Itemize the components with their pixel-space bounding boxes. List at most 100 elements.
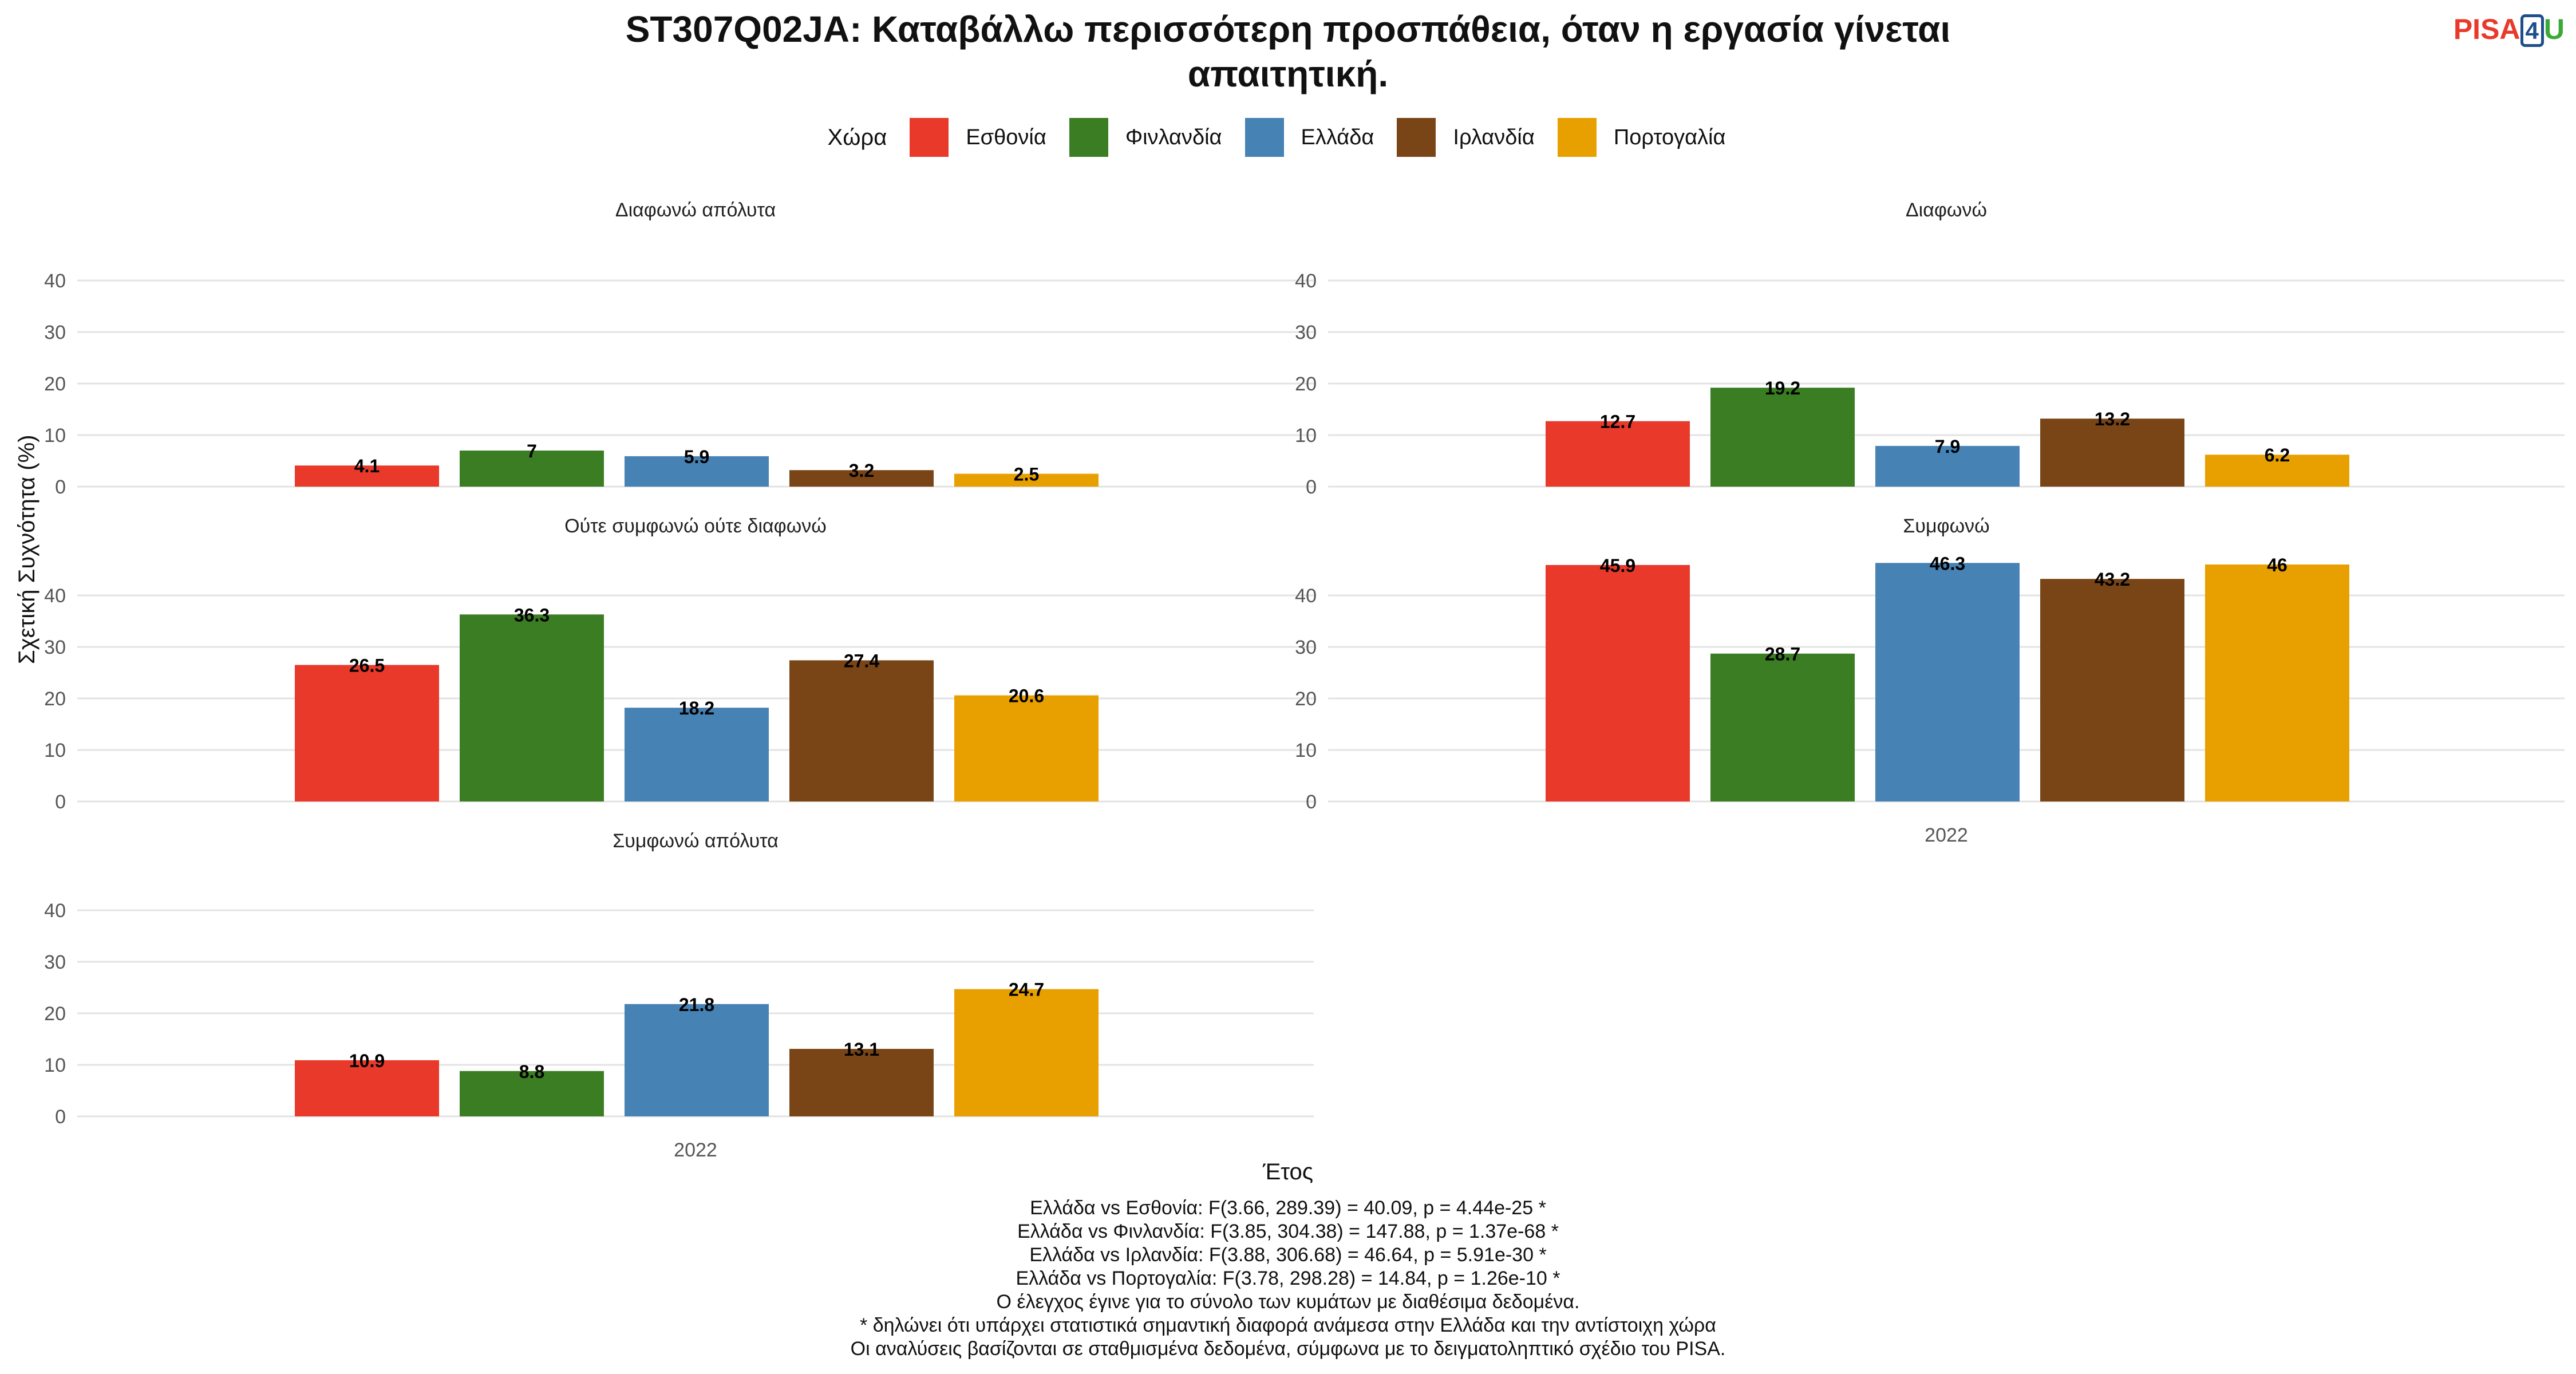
data-label: 24.7 [1009,980,1044,1000]
y-tick-label: 0 [55,476,66,498]
y-tick-label: 0 [55,1106,66,1128]
y-tick-label: 20 [1295,373,1317,395]
bar [460,1071,604,1116]
legend-item-finland: Φινλανδία [1069,118,1222,157]
legend-swatch-estonia [910,118,949,157]
y-tick-label: 40 [1295,270,1317,292]
data-label: 26.5 [349,656,385,676]
bar [2205,564,2349,802]
y-tick-label: 20 [44,373,66,395]
x-tick-label: 2022 [1925,824,1968,846]
bar [295,1060,439,1116]
legend-label-ireland: Ιρλανδία [1453,125,1535,149]
data-label: 43.2 [2095,569,2130,590]
data-label: 12.7 [1600,412,1635,432]
legend-item-greece: Ελλάδα [1244,118,1374,157]
y-tick-label: 40 [44,585,66,607]
legend-label-greece: Ελλάδα [1301,125,1374,149]
legend-title: Χώρα [827,124,887,150]
data-label: 5.9 [684,447,709,467]
note-line: Ελλάδα vs Πορτογαλία: F(3.78, 298.28) = … [1016,1268,1560,1289]
bar [1546,564,1690,802]
y-tick-label: 30 [44,951,66,973]
bar [625,708,769,802]
data-label: 4.1 [354,456,380,476]
bar [625,1004,769,1116]
data-label: 46 [2267,555,2287,575]
data-label: 3.2 [849,460,874,481]
data-label: 27.4 [844,650,879,671]
y-tick-label: 30 [1295,637,1317,658]
facet-title: Διαφωνώ απόλυτα [615,199,776,221]
y-tick-label: 30 [44,637,66,658]
bar [460,614,604,802]
x-tick-label: 2022 [674,1139,717,1161]
bar [789,1049,934,1116]
y-tick-label: 10 [44,740,66,761]
data-label: 10.9 [349,1051,385,1071]
bar [1875,563,2020,802]
chart-title-line-2: απαιτητική. [1187,53,1389,94]
y-tick-label: 30 [1295,322,1317,344]
bar [2205,455,2349,487]
note-line: Ελλάδα vs Εσθονία: F(3.66, 289.39) = 40.… [1030,1197,1546,1219]
legend-item-estonia: Εσθονία [910,118,1046,157]
bar [789,470,934,487]
data-label: 46.3 [1930,553,1965,574]
facet-title: Ούτε συμφωνώ ούτε διαφωνώ [564,515,827,537]
bar [295,665,439,802]
y-axis-title: Σχετική Συχνότητα (%) [14,435,39,664]
facet-title: Διαφωνώ [1906,199,1987,221]
legend-swatch-finland [1069,118,1108,157]
footnotes: Ελλάδα vs Εσθονία: F(3.66, 289.39) = 40.… [0,1197,2576,1361]
legend-label-finland: Φινλανδία [1125,125,1222,149]
note-line: Ελλάδα vs Φινλανδία: F(3.85, 304.38) = 1… [1017,1221,1559,1242]
bar [1875,445,2020,487]
data-label: 7 [527,441,537,461]
data-label: 21.8 [679,994,714,1015]
bar [789,660,934,802]
bar [1546,421,1690,487]
legend-item-portugal: Πορτογαλία [1557,118,1726,157]
data-label: 20.6 [1009,686,1044,706]
bar [295,465,439,487]
y-tick-label: 0 [1306,791,1317,813]
bar [2040,418,2184,487]
bar [625,456,769,487]
bar [460,451,604,487]
legend: Χώρα Εσθονία Φινλανδία Ελλάδα Ιρλανδία Π… [0,117,2576,157]
data-label: 18.2 [679,698,714,718]
data-label: 7.9 [1935,436,1960,457]
data-label: 28.7 [1765,644,1800,665]
y-tick-label: 20 [1295,688,1317,710]
chart-title-line-1: ST307Q02JA: Καταβάλλω περισσότερη προσπά… [625,9,1951,50]
note-line: Οι αναλύσεις βασίζονται σε σταθμισμένα δ… [850,1338,1726,1360]
data-label: 2.5 [1014,464,1039,485]
note-line: Ελλάδα vs Ιρλανδία: F(3.88, 306.68) = 46… [1029,1244,1547,1266]
bar [1710,653,1855,802]
legend-label-estonia: Εσθονία [966,125,1046,149]
y-tick-label: 20 [44,1003,66,1025]
bar [954,989,1099,1116]
y-tick-label: 10 [1295,740,1317,761]
pisa4u-logo: PISA 4 U [2453,13,2565,47]
legend-item-ireland: Ιρλανδία [1397,118,1535,157]
y-tick-label: 0 [55,791,66,813]
facet-title: Συμφωνώ [1903,515,1989,537]
data-label: 19.2 [1765,378,1800,398]
y-tick-label: 40 [1295,585,1317,607]
y-tick-label: 0 [1306,476,1317,498]
data-label: 6.2 [2265,445,2290,465]
bar [954,473,1099,487]
legend-swatch-ireland [1397,118,1436,157]
data-label: 45.9 [1600,555,1635,576]
legend-swatch-greece [1244,118,1284,157]
facet-title: Συμφωνώ απόλυτα [613,830,779,852]
y-tick-label: 40 [44,900,66,922]
bar [954,695,1099,802]
legend-label-portugal: Πορτογαλία [1613,125,1726,149]
bar [1710,388,1855,487]
data-label: 8.8 [519,1061,544,1082]
data-label: 13.2 [2095,409,2130,429]
